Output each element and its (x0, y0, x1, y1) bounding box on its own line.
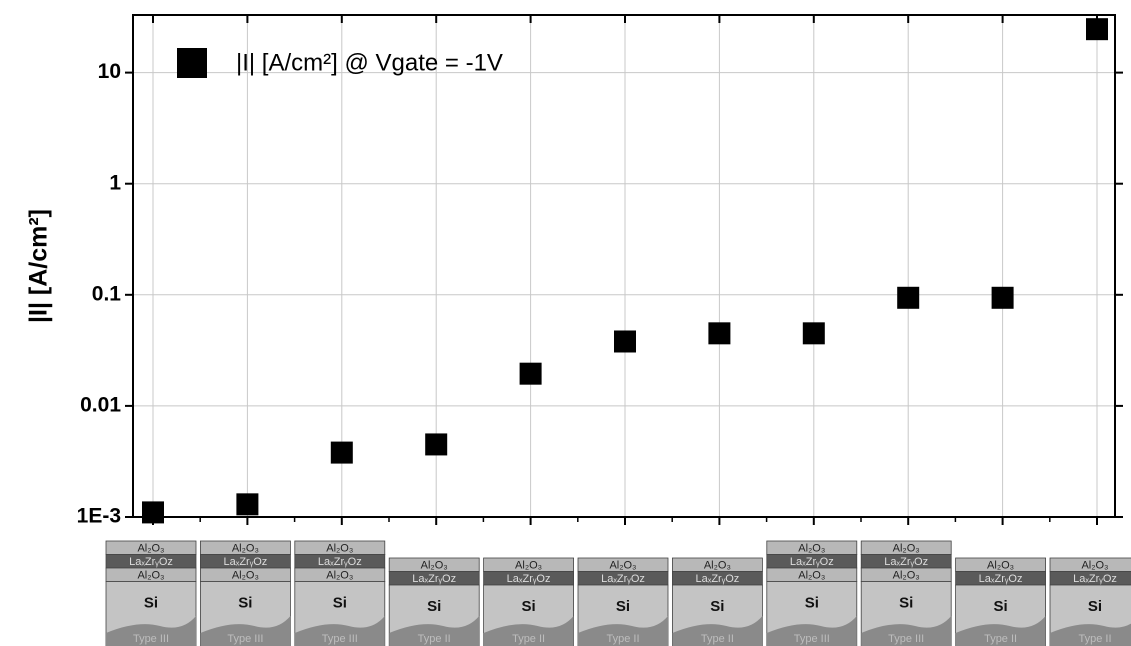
stack-layer-label: Al₂O₃ (609, 560, 636, 572)
stack-layer-label: Al₂O₃ (1081, 560, 1108, 572)
stack-type: Type III (794, 633, 830, 645)
stack-layer-label: Al₂O₃ (893, 570, 920, 582)
substrate-label: Si (427, 598, 441, 615)
stack-type: Type II (606, 633, 639, 645)
marker (614, 330, 636, 352)
stack-layer-label: LaₓZrᵧOz (601, 573, 645, 585)
substrate-label: Si (805, 594, 819, 611)
substrate-label: Si (1088, 598, 1102, 615)
marker (708, 322, 730, 344)
marker (236, 493, 258, 515)
marker (897, 287, 919, 309)
stack-layer-label: Al₂O₃ (704, 560, 731, 572)
y-tick-label: 0.01 (80, 393, 121, 416)
stack-layer-label: Al₂O₃ (137, 570, 164, 582)
marker (142, 501, 164, 523)
marker (425, 433, 447, 455)
stack-type: Type II (701, 633, 734, 645)
stack-layer-label: Al₂O₃ (232, 570, 259, 582)
y-axis-label: |I| [A/cm²] (25, 209, 53, 323)
substrate-label: Si (616, 598, 630, 615)
stack-layer-label: Al₂O₃ (137, 543, 164, 555)
stack-layer-label: LaₓZrᵧOz (695, 573, 739, 585)
stack-layer-label: LaₓZrᵧOz (1073, 573, 1117, 585)
stack-layer-label: LaₓZrᵧOz (412, 573, 456, 585)
stack-type: Type III (322, 633, 358, 645)
stack-layer-label: Al₂O₃ (798, 543, 825, 555)
stack-layer-label: LaₓZrᵧOz (129, 556, 173, 568)
stack-layer-label: LaₓZrᵧOz (979, 573, 1023, 585)
stack-layer-label: LaₓZrᵧOz (223, 556, 267, 568)
y-tick-label: 0.1 (92, 282, 122, 305)
stack-layer-label: LaₓZrᵧOz (884, 556, 928, 568)
stack-layer-label: Al₂O₃ (987, 560, 1014, 572)
stack-type: Type II (984, 633, 1017, 645)
stack-layer-label: LaₓZrᵧOz (318, 556, 362, 568)
y-tick-label: 1 (109, 171, 121, 194)
stack-layer-label: Al₂O₃ (232, 543, 259, 555)
marker (520, 363, 542, 385)
substrate-label: Si (333, 594, 347, 611)
stack-type: Type III (888, 633, 924, 645)
plot-frame (133, 15, 1115, 517)
stack-type: Type III (133, 633, 169, 645)
legend-label: |I| [A/cm²] @ Vgate = -1V (236, 49, 503, 76)
stack-type: Type II (1078, 633, 1111, 645)
marker (803, 322, 825, 344)
stack-layer-label: Al₂O₃ (421, 560, 448, 572)
stack-type: Type II (512, 633, 545, 645)
marker (331, 442, 353, 464)
stack-layer-label: LaₓZrᵧOz (507, 573, 551, 585)
substrate-label: Si (994, 598, 1008, 615)
stack-layer-label: Al₂O₃ (326, 570, 353, 582)
stack-type: Type II (418, 633, 451, 645)
stack-type: Type III (227, 633, 263, 645)
substrate-label: Si (522, 598, 536, 615)
marker (992, 287, 1014, 309)
stack-layer-label: Al₂O₃ (326, 543, 353, 555)
stack-layer-label: Al₂O₃ (893, 543, 920, 555)
marker (1086, 18, 1108, 40)
stack-layer-label: Al₂O₃ (798, 570, 825, 582)
y-tick-label: 1E-3 (77, 505, 121, 528)
chart: |I| [A/cm²] 1E-3 0.01 0.1 1 10 |I| [A/cm²] @ … (0, 0, 1131, 646)
substrate-label: Si (144, 594, 158, 611)
substrate-label: Si (710, 598, 724, 615)
substrate-label: Si (238, 594, 252, 611)
legend-marker (177, 48, 207, 78)
y-tick-label: 10 (98, 60, 121, 83)
substrate-label: Si (899, 594, 913, 611)
stack-layer-label: Al₂O₃ (515, 560, 542, 572)
stack-layer-label: LaₓZrᵧOz (790, 556, 834, 568)
